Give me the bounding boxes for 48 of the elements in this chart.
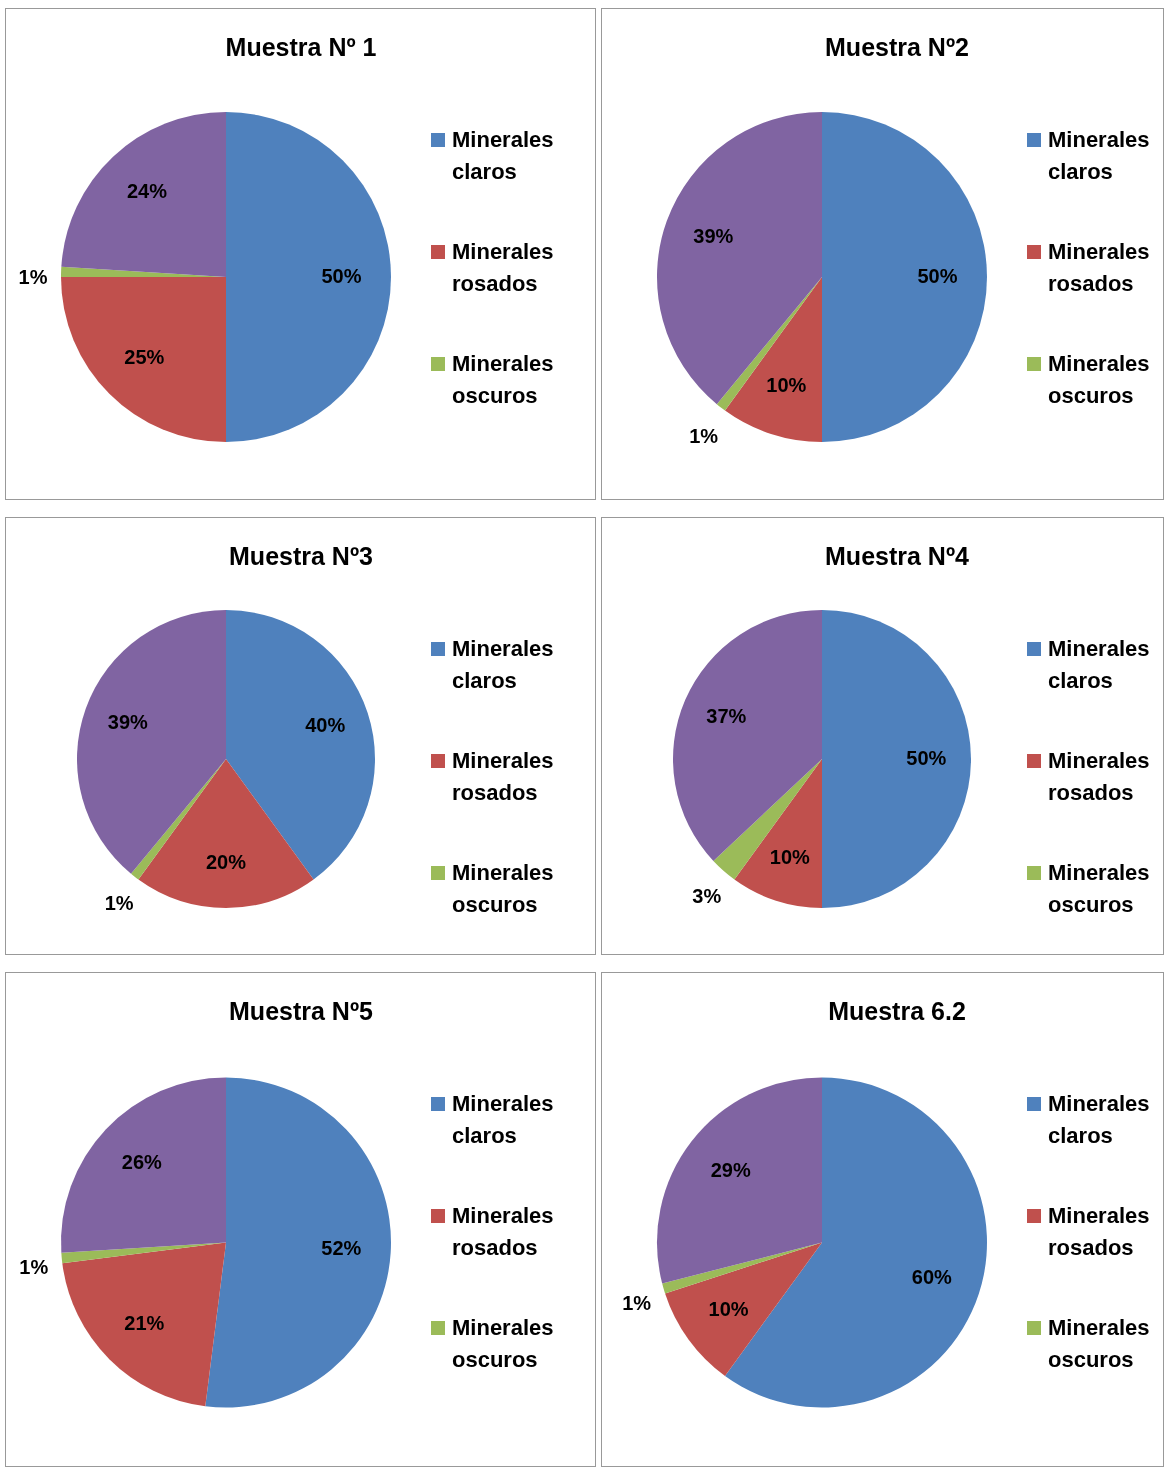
legend-label: Minerales oscuros xyxy=(1048,1314,1151,1374)
data-label: 10% xyxy=(766,374,807,397)
data-label: 10% xyxy=(708,1297,749,1320)
legend-label: Minerales claros xyxy=(452,635,555,695)
data-label: 1% xyxy=(104,892,134,915)
data-label: 10% xyxy=(769,845,810,868)
legend-label: Minerales rosados xyxy=(1048,238,1151,298)
legend-label: Minerales claros xyxy=(1048,635,1151,695)
legend-label: Minerales rosados xyxy=(452,747,555,807)
data-label: 60% xyxy=(911,1265,953,1288)
chart-title: Muestra Nº3 xyxy=(228,542,374,571)
chart-title: Muestra Nº2 xyxy=(824,33,970,62)
chart-title: Muestra 6.2 xyxy=(827,997,967,1026)
data-label: 50% xyxy=(906,746,947,769)
data-label: 1% xyxy=(19,1256,49,1279)
data-label: 20% xyxy=(205,850,247,873)
legend-label: Minerales claros xyxy=(452,126,555,186)
legend-label: Minerales claros xyxy=(1048,1090,1151,1150)
data-label: 25% xyxy=(124,346,165,369)
chart-title: Muestra Nº 1 xyxy=(224,33,378,62)
legend-label: Minerales oscuros xyxy=(452,859,555,919)
legend-label: Minerales rosados xyxy=(1048,747,1151,807)
data-label: 3% xyxy=(692,885,722,908)
data-label: 24% xyxy=(126,180,168,203)
legend-label: Minerales claros xyxy=(452,1090,555,1150)
data-label: 39% xyxy=(107,711,149,734)
data-label: 21% xyxy=(124,1311,165,1334)
data-label: 1% xyxy=(622,1291,652,1314)
legend-label: Minerales oscuros xyxy=(1048,859,1151,919)
legend-label: Minerales rosados xyxy=(1048,1202,1151,1262)
legend-label: Minerales claros xyxy=(1048,126,1151,186)
data-label: 52% xyxy=(321,1237,362,1260)
legend-label: Minerales rosados xyxy=(452,1202,555,1262)
data-label: 39% xyxy=(693,225,734,248)
legend-label: Minerales oscuros xyxy=(452,350,555,410)
data-label: 40% xyxy=(305,714,346,737)
data-label: 50% xyxy=(917,264,958,287)
chart-title: Muestra Nº5 xyxy=(228,997,374,1026)
data-label: 1% xyxy=(689,425,719,448)
data-label: 50% xyxy=(321,264,362,287)
data-label: 29% xyxy=(710,1159,751,1182)
legend-label: Minerales oscuros xyxy=(452,1314,555,1374)
legend-label: Minerales rosados xyxy=(452,238,555,298)
legend-label: Minerales oscuros xyxy=(1048,350,1151,410)
chart-title: Muestra Nº4 xyxy=(824,542,970,571)
data-label: 1% xyxy=(18,266,48,289)
data-label: 37% xyxy=(706,705,747,728)
data-label: 26% xyxy=(121,1150,163,1173)
